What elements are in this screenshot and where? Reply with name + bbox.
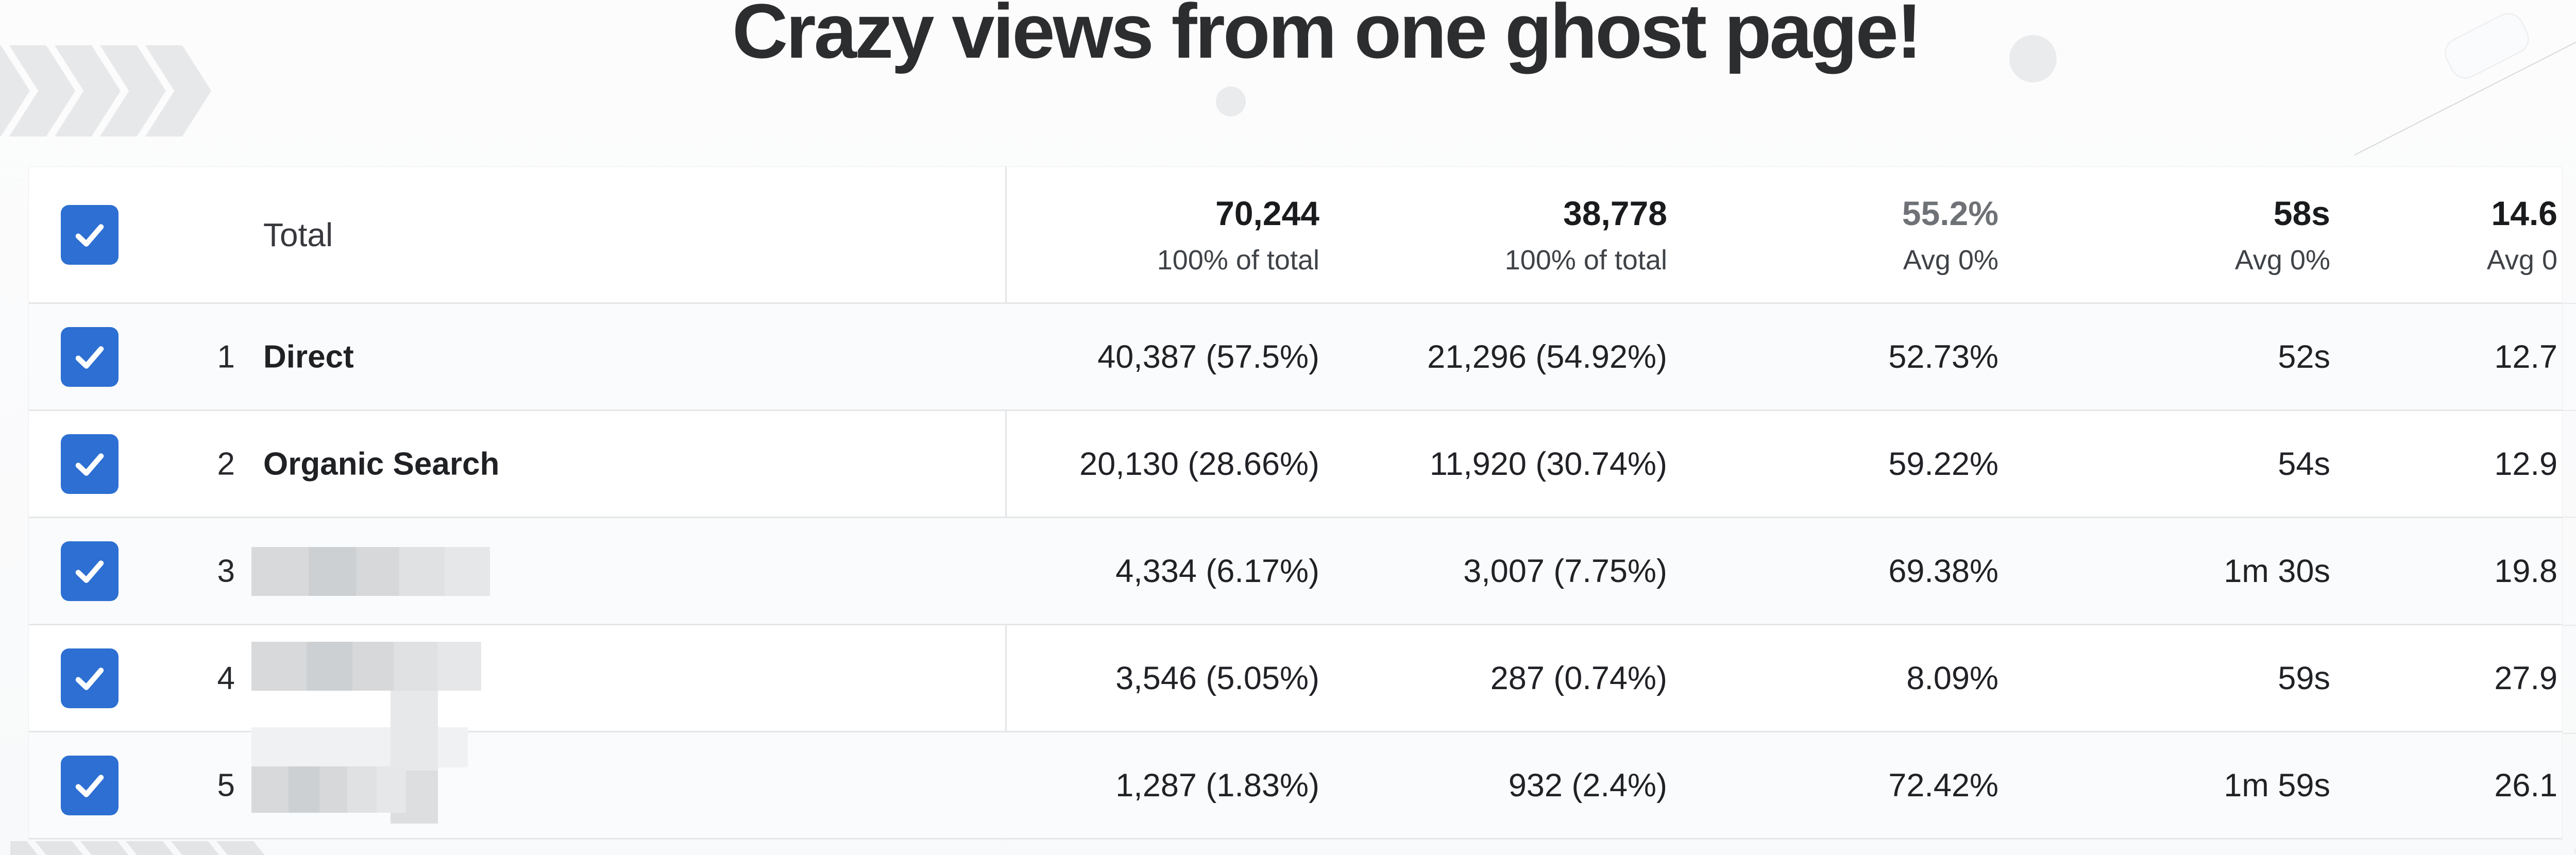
- cell-users: 40,387 (57.5%): [1097, 338, 1319, 375]
- total-cell-rate: 55.2% Avg 0%: [1902, 194, 1998, 276]
- row-line-extension: [2562, 625, 2576, 626]
- analytics-table: Total 70,244 100% of total 38,778 100% o…: [28, 166, 2563, 840]
- total-cell-sessions: 38,778 100% of total: [1505, 194, 1667, 276]
- select-all-checkbox[interactable]: [61, 204, 118, 265]
- check-icon: [75, 224, 104, 247]
- chevron-decoration-top-left: [0, 45, 294, 136]
- row-name: Direct: [263, 339, 354, 374]
- redacted-name: [251, 642, 481, 691]
- total-sublabel: Avg 0%: [1903, 244, 1998, 276]
- row-checkbox[interactable]: [61, 327, 118, 387]
- check-icon: [75, 560, 104, 583]
- total-sublabel: Avg 0%: [2234, 244, 2330, 276]
- row-index: 2: [217, 446, 235, 482]
- cell-last: 27.9: [2494, 660, 2557, 696]
- cell-last: 12.9: [2494, 446, 2557, 482]
- row-checkbox[interactable]: [61, 434, 118, 494]
- total-cell-last: 14.6 Avg 0: [2487, 194, 2557, 276]
- total-value: 70,244: [1215, 194, 1319, 232]
- row-line-extension: [2562, 303, 2576, 304]
- circle-decoration: [2009, 35, 2057, 82]
- cell-duration: 1m 30s: [2224, 553, 2330, 589]
- cell-rate: 8.09%: [1906, 660, 1998, 696]
- cell-sessions: 287 (0.74%): [1490, 660, 1667, 696]
- cell-last: 19.8: [2494, 553, 2557, 589]
- cell-rate: 52.73%: [1888, 338, 1998, 375]
- column-divider: [1005, 167, 1007, 840]
- table-row: 5 1,287 (1.83%) 932 (2.4%) 72.42% 1m 59s…: [29, 727, 2562, 840]
- cell-last: 12.7: [2494, 338, 2557, 375]
- row-name: Organic Search: [263, 446, 500, 482]
- cell-duration: 59s: [2278, 660, 2330, 696]
- redacted-name: [251, 766, 406, 813]
- chevron-icon: [216, 841, 282, 855]
- row-checkbox[interactable]: [61, 755, 118, 815]
- redacted-name: [251, 547, 490, 596]
- page-title: Crazy views from one ghost page!: [732, 0, 1922, 74]
- check-icon: [75, 774, 104, 797]
- cell-sessions: 3,007 (7.75%): [1463, 553, 1667, 589]
- cell-last: 26.1: [2494, 767, 2557, 803]
- total-sublabel: 100% of total: [1504, 244, 1667, 276]
- row-line-extension: [2562, 410, 2576, 411]
- cell-duration: 54s: [2278, 446, 2330, 482]
- cell-users: 1,287 (1.83%): [1115, 767, 1319, 803]
- cell-rate: 59.22%: [1888, 446, 1998, 482]
- check-icon: [75, 453, 104, 476]
- cell-users: 4,334 (6.17%): [1115, 553, 1319, 589]
- row-line-extension: [2562, 517, 2576, 518]
- cell-sessions: 11,920 (30.74%): [1429, 446, 1667, 482]
- check-icon: [75, 667, 104, 690]
- table-row: 1 Direct 40,387 (57.5%) 21,296 (54.92%) …: [29, 304, 2562, 411]
- table-row: 3 4,334 (6.17%) 3,007 (7.75%) 69.38% 1m …: [29, 518, 2562, 625]
- total-label: Total: [263, 216, 333, 253]
- cell-users: 3,546 (5.05%): [1115, 660, 1319, 696]
- row-checkbox[interactable]: [61, 541, 118, 601]
- cell-duration: 1m 59s: [2224, 767, 2330, 803]
- cell-sessions: 932 (2.4%): [1508, 767, 1667, 803]
- total-cell-users: 70,244 100% of total: [1157, 194, 1319, 276]
- row-index: 5: [217, 767, 235, 803]
- total-value: 14.6: [2491, 194, 2557, 232]
- circle-decoration: [1216, 87, 1246, 116]
- row-checkbox[interactable]: [61, 648, 118, 708]
- check-icon: [75, 346, 104, 369]
- row-index: 4: [217, 660, 235, 696]
- table-row: 4 3,546 (5.05%) 287 (0.74%) 8.09% 59s 27…: [29, 625, 2562, 824]
- table-total-row: Total 70,244 100% of total 38,778 100% o…: [29, 167, 2562, 304]
- total-value: 55.2%: [1902, 194, 1998, 232]
- cell-rate: 72.42%: [1888, 767, 1998, 803]
- row-index: 1: [217, 339, 235, 374]
- table-row: 2 Organic Search 20,130 (28.66%) 11,920 …: [29, 411, 2562, 518]
- cell-rate: 69.38%: [1888, 553, 1998, 589]
- cell-sessions: 21,296 (54.92%): [1427, 338, 1667, 375]
- total-sublabel: Avg 0: [2486, 244, 2557, 276]
- cell-duration: 52s: [2278, 338, 2330, 375]
- total-sublabel: 100% of total: [1157, 244, 1319, 276]
- total-cell-duration: 58s Avg 0%: [2235, 194, 2330, 276]
- row-index: 3: [217, 553, 235, 589]
- row-line-extension: [2562, 733, 2576, 734]
- corner-decoration: [2572, 784, 2576, 855]
- total-value: 58s: [2273, 194, 2330, 232]
- cell-users: 20,130 (28.66%): [1079, 446, 1319, 482]
- total-value: 38,778: [1563, 194, 1667, 232]
- chevron-decoration-bottom-left: [10, 841, 562, 855]
